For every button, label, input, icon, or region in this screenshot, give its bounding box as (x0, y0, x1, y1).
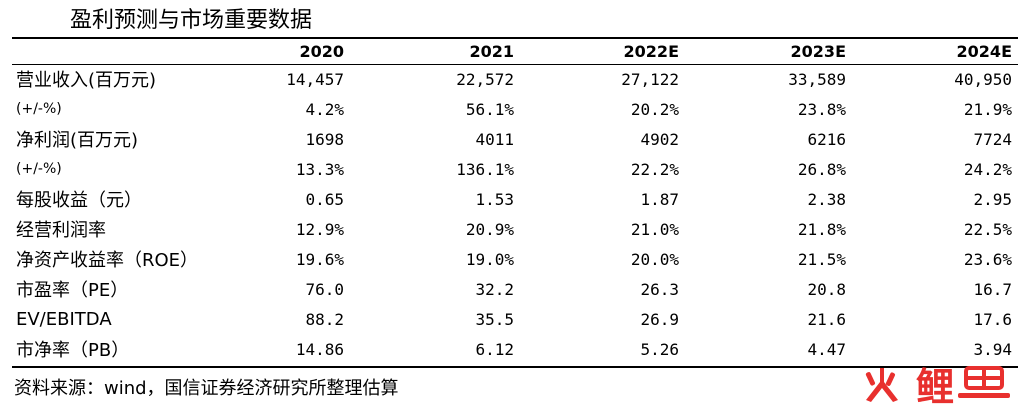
value-cell: 1698 (305, 129, 344, 149)
header-2024e: 2024E (956, 42, 1012, 61)
value-cell: 0.65 (305, 189, 344, 209)
value-cell: 23.6% (963, 249, 1012, 269)
table-header-rule (12, 64, 1018, 65)
value-cell: 7724 (973, 129, 1012, 149)
header-2020: 2020 (299, 42, 344, 61)
value-cell: 13.3% (295, 159, 344, 179)
value-cell: 6216 (807, 129, 846, 149)
value-cell: 5.26 (640, 339, 679, 359)
value-cell: 21.0% (630, 219, 679, 239)
row-label: 净资产收益率（ROE） (16, 250, 199, 271)
value-cell: 1.87 (640, 189, 679, 209)
value-cell: 76.0 (305, 279, 344, 299)
table-row: 净利润(百万元) 1698 4011 4902 6216 7724 (12, 124, 1018, 154)
row-label: (+/-%) (16, 161, 62, 177)
value-cell: 26.9 (640, 309, 679, 329)
header-2022e: 2022E (623, 42, 679, 61)
value-cell: 20.8 (807, 279, 846, 299)
value-cell: 21.6 (807, 309, 846, 329)
value-cell: 14,457 (286, 69, 344, 89)
value-cell: 6.12 (475, 339, 514, 359)
row-label: 净利润(百万元) (16, 130, 139, 151)
value-cell: 40,950 (954, 69, 1012, 89)
value-cell: 22.2% (630, 159, 679, 179)
value-cell: 35.5 (475, 309, 514, 329)
table-row: 营业收入(百万元) 14,457 22,572 27,122 33,589 40,950 (12, 64, 1018, 94)
header-2021: 2021 (469, 42, 514, 61)
value-cell: 12.9% (295, 219, 344, 239)
logo-glyph: 鲤 (916, 365, 954, 406)
row-label: (+/-%) (16, 101, 62, 117)
value-cell: 23.8% (797, 99, 846, 119)
report-title: 盈利预测与市场重要数据 (70, 8, 313, 33)
forecast-table: 2020 2021 2022E 2023E 2024E 营业收入(百万元) 14,… (12, 39, 1018, 364)
value-cell: 2.95 (973, 189, 1012, 209)
value-cell: 21.8% (797, 219, 846, 239)
value-cell: 22.5% (963, 219, 1012, 239)
value-cell: 20.9% (465, 219, 514, 239)
table-bottom-rule (12, 366, 1018, 368)
table-top-rule (12, 37, 1018, 39)
value-cell: 88.2 (305, 309, 344, 329)
header-label-cell (12, 39, 202, 64)
table-row: 市盈率（PE） 76.0 32.2 26.3 20.8 16.7 (12, 274, 1018, 304)
value-cell: 4011 (475, 129, 514, 149)
value-cell: 1.53 (475, 189, 514, 209)
table-row: EV/EBITDA 88.2 35.5 26.9 21.6 17.6 (12, 304, 1018, 334)
value-cell: 24.2% (963, 159, 1012, 179)
value-cell: 19.6% (295, 249, 344, 269)
table-row: 每股收益（元） 0.65 1.53 1.87 2.38 2.95 (12, 184, 1018, 214)
row-label: 每股收益（元） (16, 190, 142, 211)
value-cell: 14.86 (295, 339, 344, 359)
value-cell: 33,589 (788, 69, 846, 89)
table-row: 净资产收益率（ROE） 19.6% 19.0% 20.0% 21.5% 23.6% (12, 244, 1018, 274)
value-cell: 26.8% (797, 159, 846, 179)
row-label: 营业收入(百万元) (16, 70, 157, 91)
value-cell: 56.1% (465, 99, 514, 119)
value-cell: 2.38 (807, 189, 846, 209)
row-label: 市净率（PB） (16, 340, 130, 361)
table-header-row: 2020 2021 2022E 2023E 2024E (12, 39, 1018, 64)
value-cell: 20.0% (630, 249, 679, 269)
value-cell: 17.6 (973, 309, 1012, 329)
value-cell: 22,572 (456, 69, 514, 89)
table-row: 经营利润率 12.9% 20.9% 21.0% 21.8% 22.5% (12, 214, 1018, 244)
table-row: 市净率（PB） 14.86 6.12 5.26 4.47 3.94 (12, 334, 1018, 364)
value-cell: 4902 (640, 129, 679, 149)
table-row: (+/-%) 4.2% 56.1% 20.2% 23.8% 21.9% (12, 94, 1018, 124)
value-cell: 32.2 (475, 279, 514, 299)
value-cell: 136.1% (456, 159, 514, 179)
value-cell: 3.94 (973, 339, 1012, 359)
value-cell: 16.7 (973, 279, 1012, 299)
source-note: 资料来源：wind，国信证券经济研究所整理估算 (14, 378, 399, 399)
value-cell: 4.2% (305, 99, 344, 119)
watermark-logo: 鲤 (865, 365, 1010, 406)
value-cell: 21.5% (797, 249, 846, 269)
value-cell: 27,122 (621, 69, 679, 89)
value-cell: 20.2% (630, 99, 679, 119)
table-body: 营业收入(百万元) 14,457 22,572 27,122 33,589 40,950 (… (12, 64, 1018, 364)
row-label: 市盈率（PE） (16, 280, 129, 301)
value-cell: 21.9% (963, 99, 1012, 119)
row-label: EV/EBITDA (16, 308, 112, 330)
row-label: 经营利润率 (16, 220, 106, 241)
value-cell: 19.0% (465, 249, 514, 269)
table-row: (+/-%) 13.3% 136.1% 22.2% 26.8% 24.2% (12, 154, 1018, 184)
value-cell: 4.47 (807, 339, 846, 359)
value-cell: 26.3 (640, 279, 679, 299)
header-2023e: 2023E (790, 42, 846, 61)
